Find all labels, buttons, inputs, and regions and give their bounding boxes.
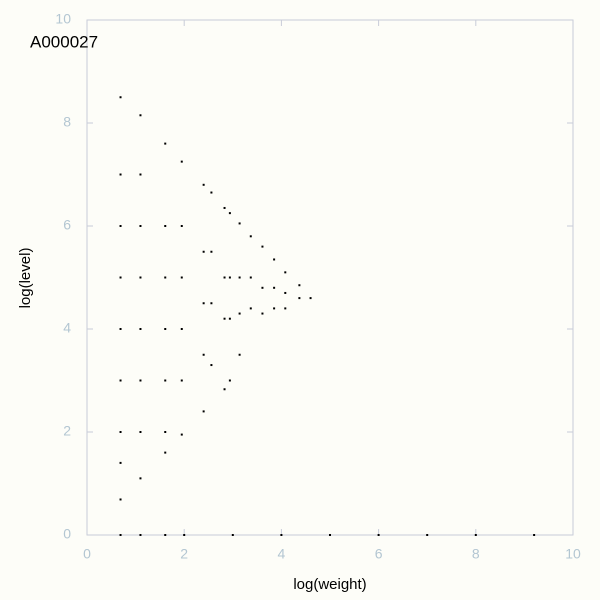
point	[273, 307, 276, 310]
point	[284, 291, 287, 294]
point	[202, 183, 205, 186]
point	[202, 353, 205, 356]
point	[119, 96, 122, 99]
point	[119, 461, 122, 464]
point	[228, 379, 231, 382]
x-tick-label: 6	[375, 546, 383, 562]
point	[238, 276, 241, 279]
point	[180, 433, 183, 436]
point	[139, 534, 142, 536]
point	[223, 206, 226, 209]
y-tick-label: 10	[55, 11, 71, 27]
point	[309, 297, 312, 300]
point	[119, 498, 122, 501]
point	[202, 250, 205, 253]
point	[228, 276, 231, 279]
point	[139, 379, 142, 382]
point	[280, 534, 283, 536]
x-tick-label: 0	[83, 546, 91, 562]
point	[377, 534, 380, 536]
point	[164, 431, 167, 433]
point	[210, 364, 213, 367]
point	[164, 225, 167, 227]
point	[474, 534, 477, 536]
point	[119, 276, 122, 279]
point	[249, 235, 252, 238]
plot-frame	[86, 19, 574, 536]
point	[139, 225, 142, 227]
point	[231, 534, 234, 536]
point	[273, 286, 276, 289]
point	[139, 276, 142, 279]
point	[223, 276, 226, 279]
point	[223, 388, 226, 391]
point	[238, 312, 241, 315]
point	[119, 431, 122, 433]
point	[180, 160, 183, 163]
point	[119, 534, 122, 536]
y-tick-label: 0	[63, 526, 71, 542]
point	[261, 245, 264, 248]
x-tick-label: 2	[180, 546, 188, 562]
point	[119, 328, 122, 330]
point	[238, 222, 241, 225]
y-tick-label: 8	[63, 114, 71, 130]
point	[139, 477, 142, 480]
point	[183, 534, 186, 536]
point	[284, 271, 287, 274]
point	[228, 212, 231, 215]
point	[164, 379, 167, 382]
point	[164, 276, 167, 279]
point	[202, 302, 205, 305]
x-tick-label: 4	[278, 546, 286, 562]
point	[139, 173, 142, 176]
point	[228, 317, 231, 320]
point	[164, 328, 167, 330]
point	[273, 258, 276, 261]
x-axis-label: log(weight)	[293, 576, 366, 593]
point	[180, 276, 183, 279]
y-tick-label: 2	[63, 423, 71, 439]
point	[139, 431, 142, 433]
point	[210, 191, 213, 194]
point	[119, 225, 122, 227]
point	[249, 276, 252, 279]
x-tick-label: 10	[565, 546, 581, 562]
chart-title: A000027	[30, 32, 98, 51]
point	[298, 284, 301, 287]
point	[180, 225, 183, 227]
point	[119, 379, 122, 382]
point	[139, 328, 142, 330]
point	[261, 286, 264, 289]
point	[164, 534, 167, 536]
point	[249, 307, 252, 310]
point	[164, 451, 167, 454]
point	[202, 410, 205, 413]
y-tick-label: 4	[63, 320, 71, 336]
point	[210, 250, 213, 253]
x-tick-label: 8	[472, 546, 480, 562]
point	[298, 297, 301, 300]
point	[139, 114, 142, 117]
point	[180, 328, 183, 330]
y-axis-label: log(level)	[17, 248, 34, 309]
point	[164, 142, 167, 145]
point	[426, 534, 429, 536]
point	[119, 173, 122, 176]
point	[533, 534, 536, 536]
y-tick-label: 6	[63, 217, 71, 233]
point	[329, 534, 331, 536]
point	[238, 353, 241, 356]
point	[261, 312, 264, 315]
point	[180, 379, 183, 382]
point	[223, 317, 226, 320]
point	[210, 302, 213, 305]
point	[284, 307, 287, 310]
